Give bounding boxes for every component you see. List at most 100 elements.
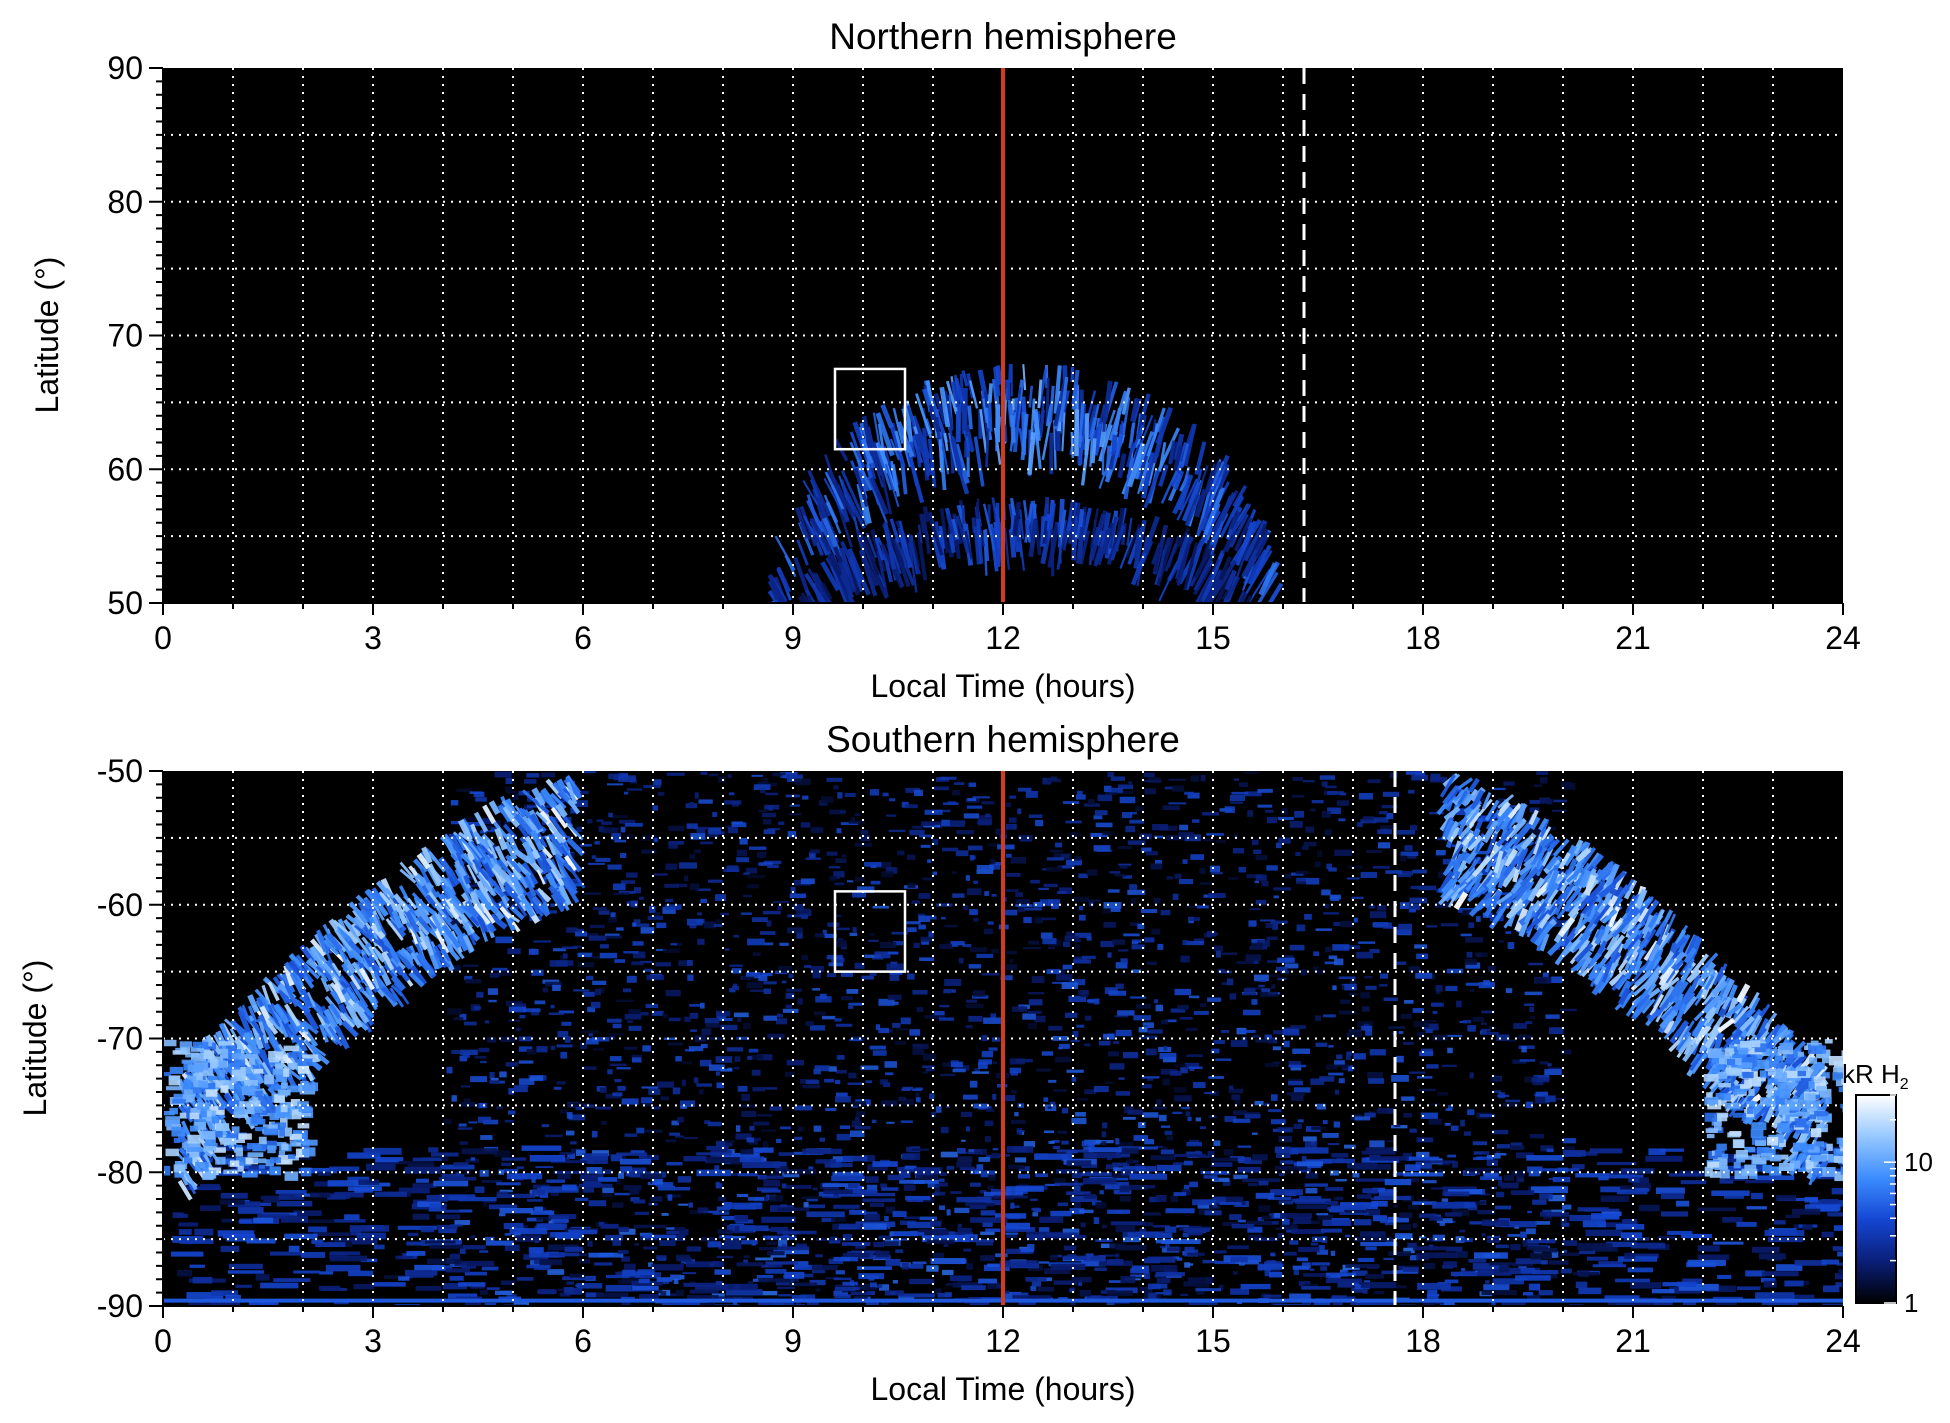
south-oval-streak xyxy=(341,962,354,978)
south-emission-patch xyxy=(1416,1137,1424,1140)
south-polar-band xyxy=(1827,1212,1843,1217)
south-polar-band xyxy=(1528,1283,1541,1291)
south-emission-patch xyxy=(630,1150,645,1154)
south-polar-band xyxy=(1426,1293,1439,1299)
south-emission-patch xyxy=(1093,845,1111,852)
south-polar-band xyxy=(1614,1278,1650,1283)
south-emission-patch xyxy=(914,789,923,797)
south-emission-patch xyxy=(1173,1087,1187,1093)
north-emission-streak xyxy=(1042,520,1048,544)
south-emission-patch xyxy=(523,804,540,807)
south-emission-patch xyxy=(1560,1008,1577,1012)
south-emission-patch xyxy=(621,1301,631,1306)
south-emission-patch xyxy=(1062,801,1080,804)
south-emission-patch xyxy=(504,1233,511,1236)
south-emission-patch xyxy=(748,1048,759,1053)
south-emission-patch xyxy=(665,1227,675,1230)
south-emission-patch xyxy=(983,1017,1001,1024)
south-polar-band xyxy=(427,1258,462,1265)
south-emission-patch xyxy=(579,1042,588,1050)
south-emission-patch xyxy=(718,1142,733,1147)
south-polar-band xyxy=(1392,1270,1419,1274)
south-emission-patch xyxy=(761,812,777,818)
south-emission-patch xyxy=(946,1209,951,1216)
south-polar-band xyxy=(309,1192,331,1198)
north-emission-streak xyxy=(806,594,814,603)
south-emission-patch xyxy=(559,1152,573,1155)
south-emission-patch xyxy=(963,1248,972,1252)
north-emission-streak xyxy=(869,476,890,515)
south-emission-patch xyxy=(824,1078,835,1083)
south-emission-patch xyxy=(1396,1285,1407,1289)
south-emission-patch xyxy=(480,1135,493,1140)
south-emission-patch xyxy=(499,1071,507,1078)
south-emission-patch xyxy=(1419,1236,1426,1239)
south-emission-patch xyxy=(1187,1116,1192,1122)
south-emission-patch xyxy=(1065,820,1082,824)
north-emission-streak xyxy=(1240,612,1250,631)
south-emission-patch xyxy=(855,1111,866,1117)
south-polar-band xyxy=(461,1148,498,1155)
south-polar-band xyxy=(967,1203,996,1207)
south-polar-band xyxy=(1187,1252,1205,1256)
south-emission-patch xyxy=(991,1152,1000,1158)
south-emission-patch xyxy=(1386,812,1394,820)
south-emission-patch xyxy=(762,1290,778,1296)
south-emission-patch xyxy=(1105,1164,1119,1170)
south-emission-patch xyxy=(548,1219,555,1225)
south-emission-patch xyxy=(1253,974,1269,982)
north-emission-streak xyxy=(1194,441,1207,476)
south-emission-patch xyxy=(1027,1243,1035,1251)
south-oval-streak xyxy=(390,974,406,992)
south-emission-patch xyxy=(1189,1181,1198,1188)
south-emission-patch xyxy=(781,1183,787,1189)
south-emission-patch xyxy=(885,1206,896,1214)
south-emission-patch xyxy=(541,772,555,778)
south-emission-patch xyxy=(742,1022,752,1030)
south-emission-patch xyxy=(1043,1097,1049,1102)
south-emission-patch xyxy=(662,948,681,953)
south-emission-patch xyxy=(1152,823,1169,831)
south-emission-patch xyxy=(1106,1156,1112,1161)
south-emission-patch xyxy=(591,855,597,859)
south-emission-patch xyxy=(648,1088,661,1095)
south-emission-patch xyxy=(618,775,636,783)
north-emission-streak xyxy=(1242,519,1268,562)
south-emission-patch xyxy=(858,1283,877,1291)
south-emission-patch xyxy=(696,828,706,834)
south-emission-patch xyxy=(578,1259,591,1264)
south-emission-patch xyxy=(1040,932,1053,939)
south-emission-patch xyxy=(1208,1076,1224,1079)
south-emission-patch xyxy=(495,936,513,944)
south-emission-patch xyxy=(634,887,641,894)
south-emission-patch xyxy=(1547,1063,1552,1067)
south-emission-patch xyxy=(922,1053,937,1061)
south-emission-patch xyxy=(992,1061,997,1065)
south-emission-patch xyxy=(457,1127,473,1130)
south-emission-patch xyxy=(857,886,875,894)
south-oval-streak xyxy=(386,944,401,964)
south-emission-patch xyxy=(648,1262,653,1267)
north-emission-streak xyxy=(1028,519,1038,558)
south-polar-band xyxy=(893,1232,925,1236)
south-emission-patch xyxy=(1318,1245,1325,1251)
north-emission-streak xyxy=(1133,519,1147,569)
south-polar-band xyxy=(1173,1192,1187,1196)
south-polar-band xyxy=(759,1175,784,1179)
south-emission-patch xyxy=(892,941,904,946)
south-polar-band xyxy=(1579,1250,1596,1255)
south-emission-patch xyxy=(1011,1292,1029,1298)
south-emission-patch xyxy=(1062,964,1073,970)
south-emission-patch xyxy=(1331,1153,1349,1158)
south-emission-patch xyxy=(758,809,768,812)
south-emission-patch xyxy=(1422,1020,1437,1023)
south-emission-patch xyxy=(925,1068,935,1072)
south-emission-patch xyxy=(550,1004,555,1009)
south-emission-patch xyxy=(1195,1117,1202,1122)
south-emission-patch xyxy=(541,877,547,884)
south-polar-band xyxy=(1477,1268,1512,1276)
south-emission-patch xyxy=(939,943,954,949)
south-emission-patch xyxy=(587,1240,593,1247)
south-oval-streak xyxy=(251,1026,264,1050)
south-emission-patch xyxy=(1467,1109,1475,1116)
